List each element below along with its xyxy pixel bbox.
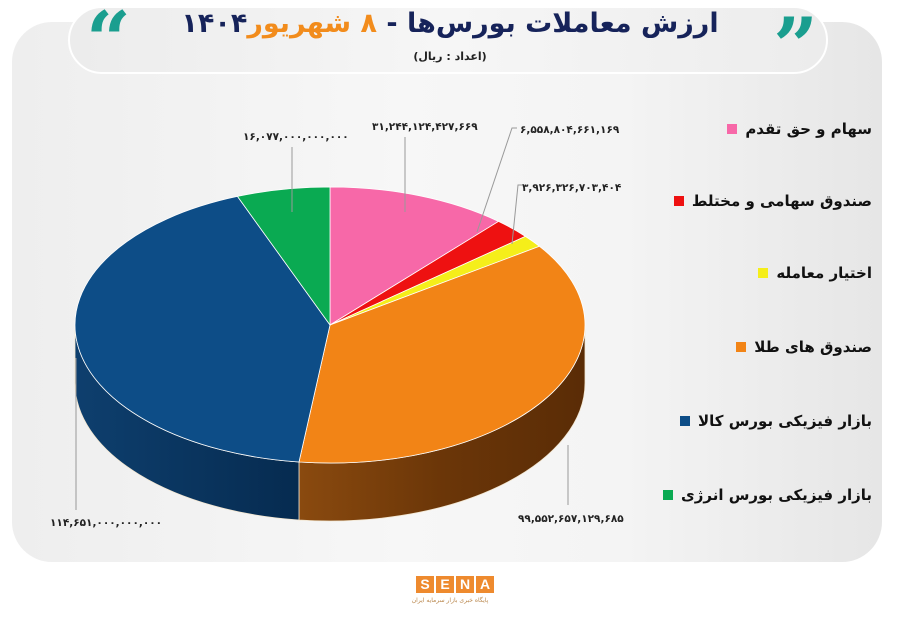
legend-swatch-yellow — [758, 268, 769, 278]
legend-item-equity-funds: صندوق سهامی و مختلط — [673, 192, 872, 210]
sena-logo: S E N A — [416, 576, 494, 593]
logo-letter: N — [456, 576, 474, 593]
unit-subtitle: (اعداد : ریال) — [413, 50, 487, 63]
legend-item-gold-funds: صندوق های طلا — [736, 338, 872, 356]
label-orange-value: ۹۹,۵۵۲,۶۵۷,۱۲۹,۶۸۵ — [518, 513, 624, 525]
logo-letter: S — [416, 576, 434, 593]
pie-slice-blue — [74, 195, 331, 463]
title-date: ۸ شهریور — [247, 8, 377, 39]
logo-letter: E — [436, 576, 454, 593]
logo-letter: A — [476, 576, 494, 593]
leader-line — [476, 127, 517, 233]
pie-slice-pink — [329, 186, 500, 326]
pie-slice-green — [236, 186, 331, 327]
label-pink-value: ۳۱,۲۴۴,۱۲۴,۴۲۷,۶۶۹ — [372, 121, 478, 133]
legend-swatch-orange — [736, 342, 747, 352]
legend-label: اختیار معامله — [776, 264, 872, 282]
title-year: ۱۴۰۴ — [181, 8, 248, 39]
legend-swatch-green — [662, 490, 673, 500]
legend-swatch-blue — [679, 416, 690, 426]
legend-item-energy-physical: بازار فیزیکی بورس انرژی — [662, 486, 872, 504]
leader-line — [511, 184, 522, 245]
label-blue-value: ۱۱۴,۶۵۱,۰۰۰,۰۰۰,۰۰۰ — [50, 517, 162, 529]
legend-item-shares: سهام و حق تقدم — [727, 120, 872, 138]
logo-tab — [382, 565, 518, 625]
label-green-value: ۱۶,۰۷۷,۰۰۰,۰۰۰,۰۰۰ — [243, 131, 349, 143]
open-quote-icon: “ — [86, 0, 131, 86]
label-red-value: ۶,۵۵۸,۸۰۴,۶۶۱,۱۶۹ — [520, 124, 620, 136]
page-title: ارزش معاملات بورس‌ها - ۸ شهریور۱۴۰۴ — [0, 8, 900, 39]
legend-label: سهام و حق تقدم — [745, 120, 872, 138]
pie-slice-orange — [298, 245, 586, 464]
logo-tagline: پایگاه خبری بازار سرمایه ایران — [411, 597, 489, 604]
legend-item-commodity-physical: بازار فیزیکی بورس کالا — [679, 412, 872, 430]
pie-top-slices — [74, 186, 586, 464]
label-yellow-value: ۳,۹۲۶,۳۲۶,۷۰۳,۴۰۴ — [522, 182, 622, 194]
legend-label: صندوق سهامی و مختلط — [691, 192, 872, 210]
title-main: ارزش معاملات بورس‌ها - — [377, 8, 719, 39]
leader-lines — [75, 127, 569, 510]
title-banner — [68, 6, 828, 74]
close-quote-icon: ” — [773, 1, 818, 92]
legend-item-options: اختیار معامله — [758, 264, 872, 282]
legend-label: بازار فیزیکی بورس انرژی — [680, 486, 872, 504]
legend-swatch-red — [673, 196, 684, 206]
legend-label: بازار فیزیکی بورس کالا — [697, 412, 872, 430]
legend-swatch-pink — [727, 124, 738, 134]
legend-label: صندوق های طلا — [754, 338, 872, 356]
